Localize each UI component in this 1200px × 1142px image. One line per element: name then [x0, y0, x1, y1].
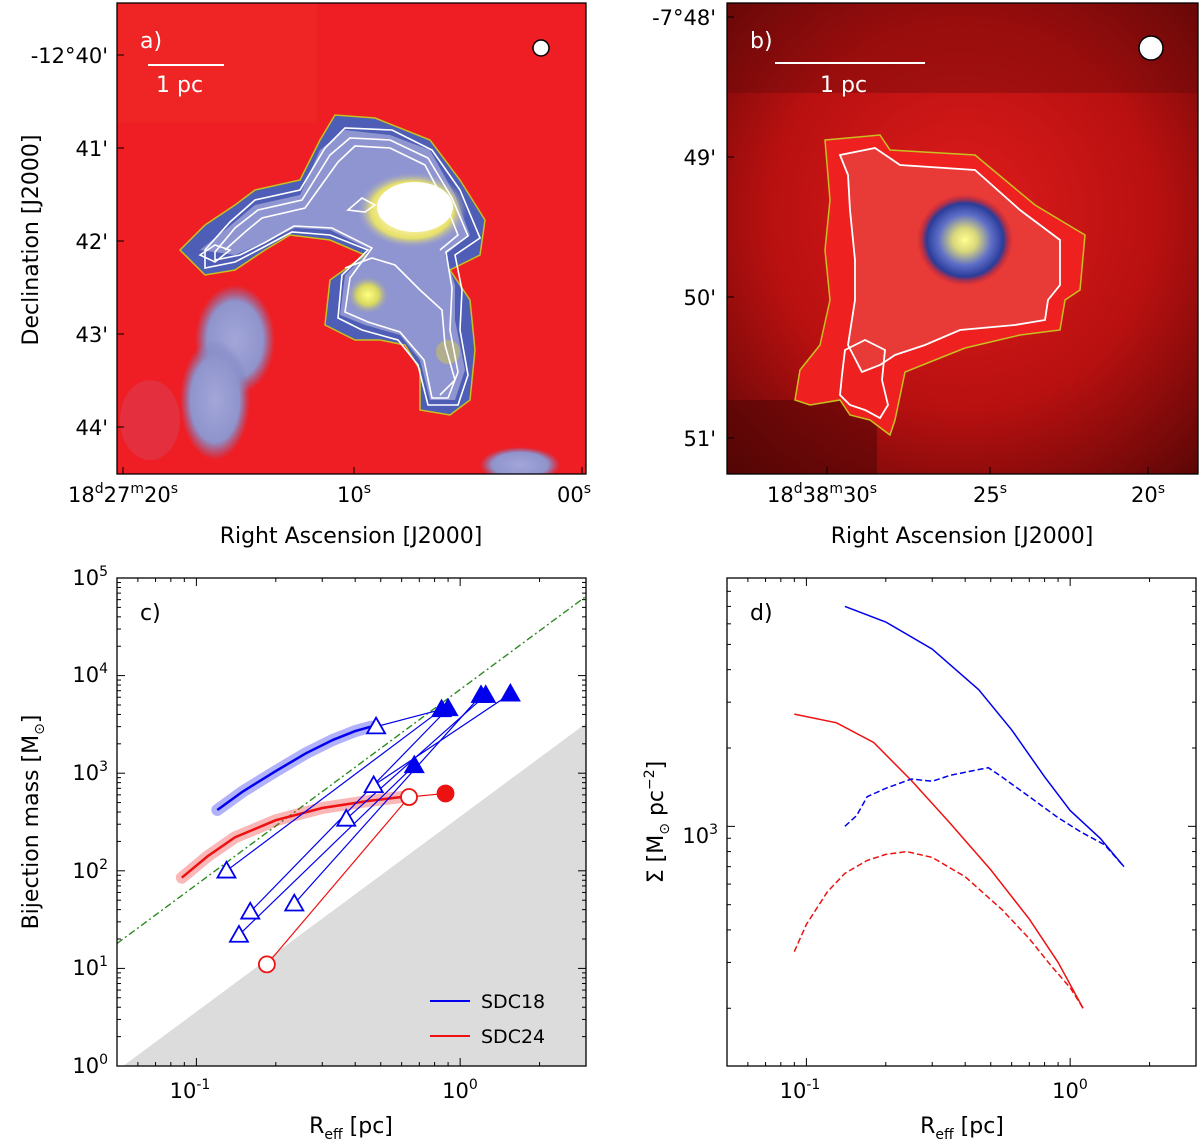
circle-marker [436, 784, 455, 803]
panel-c-xlabel: Reff [pc] [309, 1114, 393, 1142]
panel-d-xlabel: Reff [pc] [920, 1114, 1004, 1142]
link-line [266, 796, 410, 965]
link-line [249, 708, 449, 913]
panel-a-dec-tick-2: 42' [76, 230, 109, 254]
panel-d-plot-area [793, 605, 1125, 1009]
panel-d-label: d) [750, 601, 773, 626]
legend-sdc18-label: SDC18 [481, 991, 545, 1013]
panel-c-x-tick-labels: 10-1 100 [170, 1077, 478, 1103]
triangle-marker [403, 754, 425, 774]
triangle-marker [475, 684, 497, 703]
panel-c-ytick-label-3: 103 [72, 759, 108, 785]
panel-d: d) 103 10-1 100 Reff [pc] Σ [M⊙ pc−2] [642, 577, 1197, 1142]
panel-c-frame [116, 577, 587, 1067]
panel-b-dec-tick-1: 49' [684, 146, 717, 170]
panel-a-ra-tick-0: 18d27m20s [68, 481, 178, 507]
link-line [226, 708, 442, 872]
panel-b-dec-tick-3: 51' [684, 427, 717, 451]
panel-a-dec-tick-4: 44' [76, 416, 109, 440]
panel-d-xtick-label-0: 10-1 [780, 1077, 821, 1103]
panel-d-xtick-label-1: 100 [1052, 1077, 1088, 1103]
panel-b-dec-tick-0: -7°48' [652, 6, 716, 30]
link-line [373, 693, 511, 786]
curve-band [211, 720, 378, 816]
curve-line [181, 795, 402, 879]
panel-c-ytick-label-0: 100 [72, 1052, 108, 1078]
triangle-marker [499, 683, 521, 702]
panel-c-ytick-label-4: 104 [72, 661, 108, 687]
triangle-marker [283, 892, 305, 912]
triangle-marker [215, 859, 238, 879]
triangle-marker [239, 900, 261, 920]
panel-b-ticks [727, 16, 1149, 474]
panel-c-plot-area [117, 595, 586, 1066]
panel-b-dec-tick-2: 50' [684, 286, 717, 310]
series-sdc18-dashed [844, 766, 1125, 868]
reference-line [117, 595, 586, 945]
panel-c-ytick-label-1: 101 [72, 954, 108, 980]
panel-c-xtick-label-1: 100 [442, 1077, 478, 1103]
panel-a-image [117, 3, 586, 474]
panel-c-xtick-label-0: 10-1 [170, 1077, 211, 1103]
link-line [238, 765, 415, 936]
shaded-region [117, 723, 586, 1066]
panel-c-label: c) [140, 601, 161, 626]
panel-b-scalebar-label: 1 pc [820, 73, 867, 98]
panel-d-ytick-label: 103 [682, 822, 718, 848]
panel-d-ylabel: Σ [M⊙ pc−2] [642, 761, 673, 884]
panel-b-label: b) [750, 29, 773, 54]
triangle-marker [335, 808, 357, 827]
panel-a-ra-tick-2: 00s [557, 481, 591, 507]
panel-b-ra-tick-2: 20s [1131, 481, 1165, 507]
triangle-marker [228, 924, 250, 943]
panel-c: c) 100 101 102 103 104 105 10-1 100 Reff… [19, 564, 587, 1142]
triangle-marker [363, 774, 385, 794]
series-sdc18-solid [844, 605, 1125, 868]
panel-c-ytick-label-2: 102 [72, 857, 108, 883]
panel-c-legend: SDC18 SDC24 [430, 991, 545, 1048]
panel-a-dec-tick-0: -12°40' [31, 44, 108, 68]
panel-a-ylabel: Declination [J2000] [19, 135, 44, 346]
link-line [293, 694, 482, 905]
panel-a-xlabel: Right Ascension [J2000] [220, 524, 483, 549]
panel-b-image [727, 3, 1198, 474]
panel-b-ra-tick-0: 18d38m30s [767, 481, 877, 507]
panel-a-dec-tick-3: 43' [76, 323, 109, 347]
panel-a-ticks [117, 54, 583, 474]
panel-b-xlabel: Right Ascension [J2000] [831, 524, 1094, 549]
legend-sdc24-label: SDC24 [481, 1026, 545, 1048]
circle-marker [257, 955, 276, 974]
panel-b-ra-tick-1: 25s [973, 481, 1007, 507]
panel-a: a) 1 pc -12°40' 41' 42' 43' 44' 18d27m20… [19, 2, 591, 549]
panel-a-ra-tick-1: 10s [337, 481, 371, 507]
panel-c-ytick-label-5: 105 [72, 564, 108, 590]
curve-line [216, 725, 372, 812]
panel-a-dec-tick-1: 41' [76, 137, 109, 161]
triangle-marker [437, 697, 459, 717]
panel-b: b) 1 pc -7°48' 49' 50' 51' 18d38m30s 25s… [652, 2, 1199, 549]
circle-marker [400, 788, 418, 806]
panel-c-ticks [116, 577, 587, 1067]
panel-c-y-tick-labels: 100 101 102 103 104 105 [72, 564, 108, 1078]
series-sdc24-dashed [793, 850, 1084, 1009]
panel-d-x-tick-labels: 10-1 100 [780, 1077, 1088, 1103]
series-sdc24-solid [794, 713, 1084, 1009]
panel-c-ylabel: Bijection mass [M⊙] [19, 715, 48, 930]
triangle-marker [365, 715, 387, 735]
panel-d-ticks [726, 577, 1197, 1066]
panel-a-scalebar-label: 1 pc [156, 73, 203, 98]
panel-b-beam-icon [1138, 35, 1164, 61]
link-line [375, 708, 442, 728]
panel-a-beam-icon [532, 39, 550, 57]
panel-d-frame [726, 577, 1197, 1067]
panel-a-label: a) [140, 29, 162, 54]
